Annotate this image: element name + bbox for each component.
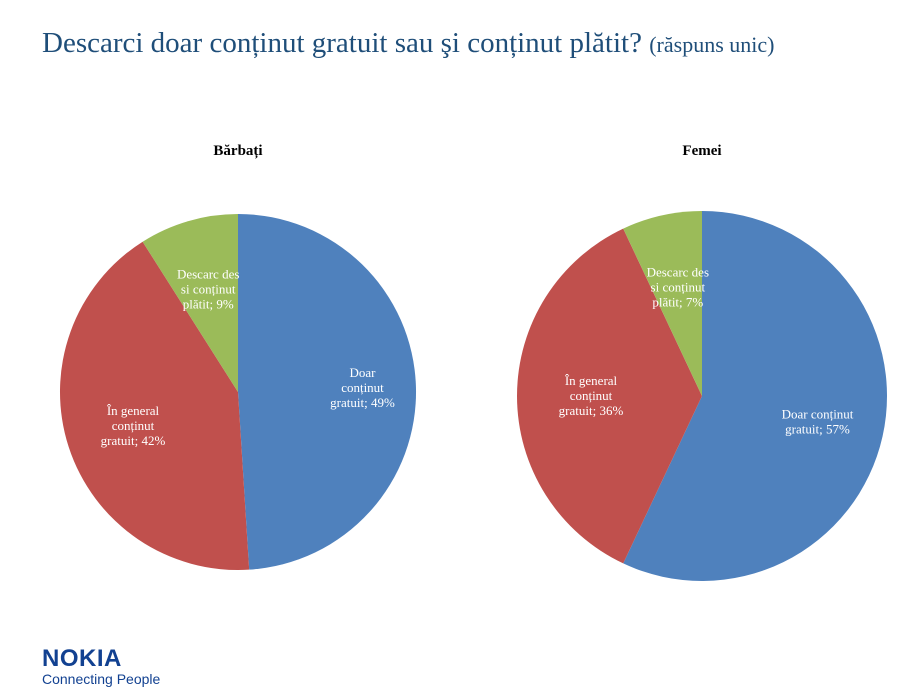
pie-chart-2: Femei Doar conținut gratuit; 57% În general…	[517, 143, 888, 581]
logo-wordmark: NOKIA	[42, 645, 122, 672]
page-title: Descarci doar conținut gratuit sau şi co…	[42, 26, 882, 62]
pie-slice	[142, 214, 238, 392]
slice-label-line: În general	[565, 373, 618, 388]
slice-label-line: si conținut	[181, 281, 236, 296]
slice-label-line: gratuit; 36%	[559, 403, 624, 418]
slice-label-line: plătit; 9%	[183, 296, 234, 311]
slice-label-line: plătit; 7%	[652, 295, 703, 310]
logo-tagline: Connecting People	[42, 671, 161, 687]
slice-label-line: Descarc des	[177, 266, 239, 281]
slice-label-line: gratuit; 57%	[785, 421, 850, 436]
chart-title: Femei	[682, 143, 721, 159]
slice-label-line: si conținut	[651, 280, 706, 295]
pie-slice	[59, 241, 250, 571]
title-subtitle: (răspuns unic)	[649, 32, 775, 57]
pie-slice	[623, 211, 702, 396]
slice-label-line: Descarc des	[647, 265, 709, 280]
slice-label: În general conținut gratuit; 36%	[559, 373, 624, 418]
slice-label-line: Doar conținut	[782, 406, 854, 421]
title-main: Descarci doar conținut gratuit sau şi co…	[42, 27, 642, 59]
slice-label-line: În general	[107, 403, 160, 418]
slice-label: În general conținut gratuit; 42%	[101, 403, 166, 448]
nokia-logo: NOKIA Connecting People	[42, 645, 161, 688]
slice-label-line: conținut	[112, 418, 155, 433]
pie-slice	[238, 214, 417, 570]
slice-label: Descarc des si conținut plătit; 9%	[177, 266, 239, 311]
slice-label: Doar conținut gratuit; 49%	[330, 365, 395, 410]
slice-label-line: conținut	[570, 388, 613, 403]
slice-label: Doar conținut gratuit; 57%	[782, 406, 854, 436]
slice-label: Descarc des si conținut plătit; 7%	[647, 265, 709, 310]
pie-slice	[517, 228, 702, 564]
chart-title: Bărbați	[213, 143, 262, 159]
pie-slice	[623, 211, 888, 581]
slice-label-line: Doar	[350, 365, 377, 380]
slice-label-line: gratuit; 49%	[330, 395, 395, 410]
slice-label-line: conținut	[341, 380, 384, 395]
slice-label-line: gratuit; 42%	[101, 433, 166, 448]
